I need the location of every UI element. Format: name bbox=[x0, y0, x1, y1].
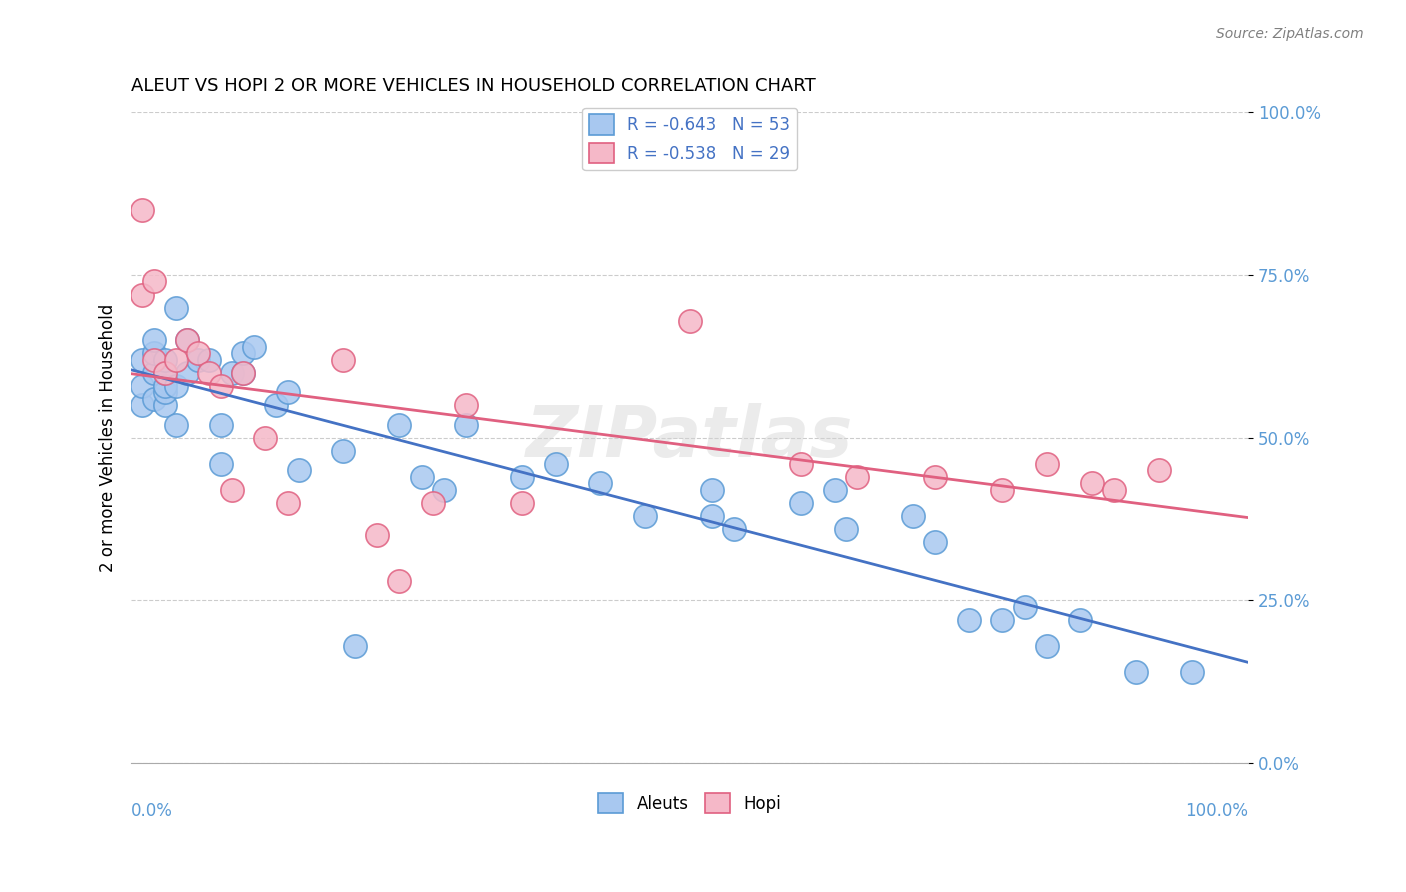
Text: 0.0%: 0.0% bbox=[131, 802, 173, 820]
Text: ZIPatlas: ZIPatlas bbox=[526, 403, 853, 472]
Point bbox=[176, 333, 198, 347]
Point bbox=[433, 483, 456, 497]
Point bbox=[176, 333, 198, 347]
Point bbox=[1036, 457, 1059, 471]
Point bbox=[266, 398, 288, 412]
Point bbox=[723, 522, 745, 536]
Point bbox=[343, 639, 366, 653]
Point bbox=[1036, 639, 1059, 653]
Point bbox=[277, 385, 299, 400]
Point bbox=[456, 417, 478, 432]
Point bbox=[589, 476, 612, 491]
Point bbox=[510, 469, 533, 483]
Point bbox=[957, 613, 980, 627]
Point bbox=[1014, 599, 1036, 614]
Point bbox=[388, 574, 411, 588]
Point bbox=[221, 483, 243, 497]
Point bbox=[510, 496, 533, 510]
Point bbox=[153, 398, 176, 412]
Y-axis label: 2 or more Vehicles in Household: 2 or more Vehicles in Household bbox=[100, 303, 117, 572]
Point bbox=[165, 352, 187, 367]
Point bbox=[634, 508, 657, 523]
Text: Source: ZipAtlas.com: Source: ZipAtlas.com bbox=[1216, 27, 1364, 41]
Point bbox=[544, 457, 567, 471]
Point bbox=[678, 313, 700, 327]
Point bbox=[456, 398, 478, 412]
Point bbox=[277, 496, 299, 510]
Point bbox=[131, 352, 153, 367]
Point bbox=[187, 352, 209, 367]
Point bbox=[1147, 463, 1170, 477]
Point bbox=[411, 469, 433, 483]
Point bbox=[131, 378, 153, 392]
Point bbox=[332, 443, 354, 458]
Point bbox=[176, 366, 198, 380]
Point bbox=[287, 463, 309, 477]
Point bbox=[366, 528, 388, 542]
Point bbox=[846, 469, 869, 483]
Point bbox=[388, 417, 411, 432]
Point bbox=[790, 457, 813, 471]
Point bbox=[422, 496, 444, 510]
Point bbox=[153, 385, 176, 400]
Point bbox=[332, 352, 354, 367]
Point bbox=[1102, 483, 1125, 497]
Point bbox=[187, 346, 209, 360]
Point bbox=[153, 352, 176, 367]
Point bbox=[1125, 665, 1147, 679]
Point bbox=[142, 392, 165, 406]
Point bbox=[700, 508, 723, 523]
Point bbox=[924, 534, 946, 549]
Point bbox=[232, 366, 254, 380]
Point bbox=[142, 352, 165, 367]
Point bbox=[1181, 665, 1204, 679]
Point bbox=[131, 398, 153, 412]
Point bbox=[153, 366, 176, 380]
Text: 100.0%: 100.0% bbox=[1185, 802, 1249, 820]
Point bbox=[165, 378, 187, 392]
Point bbox=[1080, 476, 1102, 491]
Point bbox=[209, 378, 232, 392]
Point bbox=[254, 431, 277, 445]
Point bbox=[131, 202, 153, 217]
Point bbox=[142, 366, 165, 380]
Point bbox=[209, 417, 232, 432]
Point bbox=[221, 366, 243, 380]
Point bbox=[243, 340, 266, 354]
Point bbox=[991, 613, 1014, 627]
Point bbox=[824, 483, 846, 497]
Point bbox=[700, 483, 723, 497]
Point bbox=[1069, 613, 1091, 627]
Point bbox=[142, 346, 165, 360]
Point bbox=[209, 457, 232, 471]
Point bbox=[165, 417, 187, 432]
Point bbox=[142, 275, 165, 289]
Point bbox=[835, 522, 858, 536]
Point bbox=[198, 352, 221, 367]
Point bbox=[790, 496, 813, 510]
Point bbox=[924, 469, 946, 483]
Point bbox=[991, 483, 1014, 497]
Point bbox=[232, 346, 254, 360]
Point bbox=[153, 366, 176, 380]
Point bbox=[165, 301, 187, 315]
Legend: Aleuts, Hopi: Aleuts, Hopi bbox=[592, 786, 787, 820]
Text: ALEUT VS HOPI 2 OR MORE VEHICLES IN HOUSEHOLD CORRELATION CHART: ALEUT VS HOPI 2 OR MORE VEHICLES IN HOUS… bbox=[131, 78, 815, 95]
Point bbox=[153, 378, 176, 392]
Point bbox=[232, 366, 254, 380]
Point bbox=[142, 333, 165, 347]
Point bbox=[198, 366, 221, 380]
Point bbox=[131, 287, 153, 301]
Point bbox=[901, 508, 924, 523]
